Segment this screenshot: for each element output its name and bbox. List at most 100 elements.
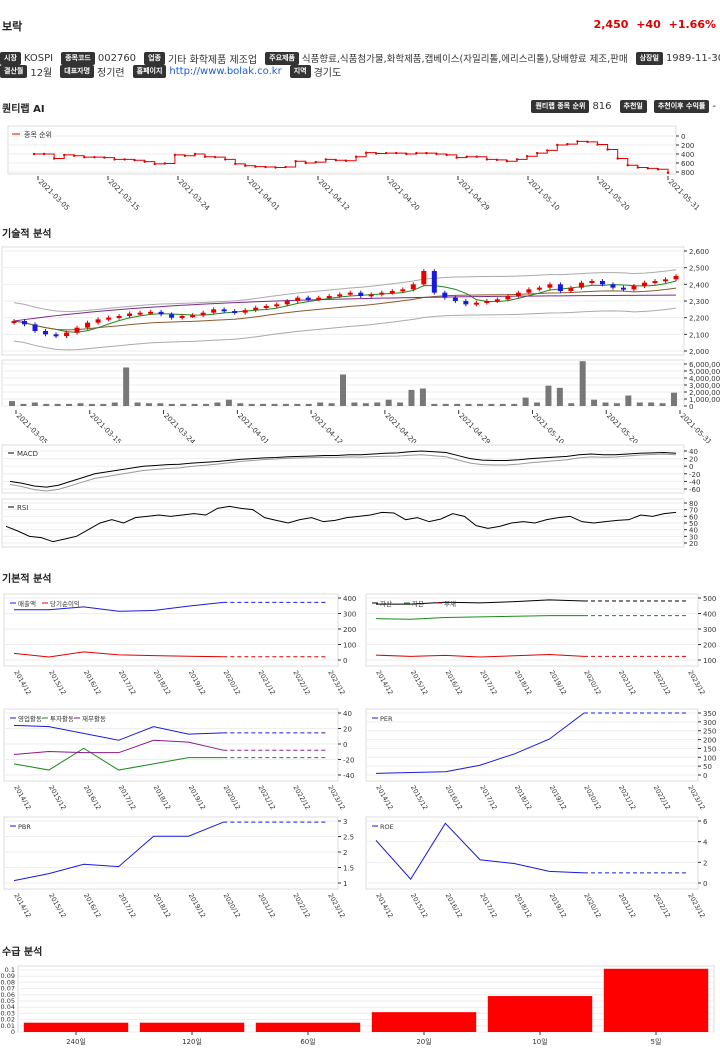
volume-bar: [408, 389, 415, 406]
page-title: 보락: [2, 20, 23, 33]
x-tick-label: 2016/12: [444, 892, 464, 919]
candle-body: [32, 324, 38, 331]
rank-point: [274, 166, 277, 169]
y-tick-label: 20: [689, 456, 698, 464]
x-tick-label: 2021/12: [256, 892, 276, 919]
candle-body: [295, 297, 301, 301]
candle-body: [631, 286, 637, 290]
volume-bar: [397, 402, 404, 406]
x-tick-label: 2020/12: [582, 669, 602, 696]
macd-legend-label: MACD: [17, 450, 38, 458]
volume-bar: [568, 403, 575, 406]
rec-return-value: -: [712, 101, 716, 112]
y-tick-label: 6: [703, 818, 708, 826]
pbr-chart: 3 2.5 2 1.5 1 PBR 2014/12 2015/12 2016/12 2017/12…: [3, 816, 354, 919]
volume-bar: [191, 403, 198, 406]
candle-body: [410, 284, 416, 290]
volume-bar: [431, 403, 438, 406]
volume-bar: [203, 403, 210, 406]
x-tick-label: 2021-05-10: [531, 412, 565, 443]
rank-point: [42, 152, 46, 156]
y-tick-label: 6,000,000: [689, 361, 720, 369]
x-tick-label: 2016/12: [82, 669, 102, 696]
x-tick-label: 2014/12: [12, 784, 32, 811]
supply-bar: [139, 1022, 245, 1032]
candle-body: [526, 289, 532, 293]
x-tick-label: 2021-03-24: [162, 412, 197, 443]
y-tick-label: -20: [689, 471, 700, 479]
plot-area: [365, 708, 699, 782]
listing-date-value: 1989-11-30: [665, 52, 720, 64]
x-tick-label: 2021-03-05: [15, 412, 49, 443]
market-badge: 시장: [0, 51, 21, 65]
rank-point: [525, 155, 529, 158]
series-line: [376, 599, 585, 605]
rank-point: [83, 155, 86, 159]
candle-body: [599, 281, 605, 285]
rank-point: [586, 140, 589, 144]
sales-chart: 400 300 200 100 0 매출액 당기순이익 2014/12 2015/12 2016/…: [3, 593, 356, 696]
rank-point: [405, 152, 408, 156]
bollinger-upper: [13, 269, 677, 313]
volume-bar: [77, 403, 84, 406]
candle-body: [589, 281, 595, 283]
supply-bar: [255, 1022, 361, 1032]
volume-bar: [476, 403, 483, 406]
x-tick-label: 2021-04-12: [317, 178, 351, 212]
x-tick-label: 2021/12: [617, 669, 637, 696]
x-tick-label: 2019/12: [187, 784, 207, 811]
volume-bar: [454, 403, 461, 406]
y-tick-label: 0.03: [1, 1009, 15, 1017]
rank-point: [203, 155, 207, 158]
rank-point: [566, 142, 569, 146]
rank-point: [425, 151, 428, 155]
volume-bar: [465, 403, 472, 406]
candle-body: [358, 292, 364, 296]
x-tick-label: 2015/12: [47, 669, 67, 696]
y-tick-label: 100: [343, 642, 356, 650]
volume-bar: [20, 403, 27, 406]
x-tick-label: 2018/12: [513, 892, 533, 919]
x-tick-label: 2022/12: [652, 669, 672, 696]
rank-point: [606, 148, 609, 151]
rank-point: [123, 158, 126, 161]
y-tick-label: 2.5: [343, 834, 354, 842]
rank-point: [465, 155, 468, 158]
x-tick-label: 2018/12: [152, 784, 172, 811]
y-tick-label: 2,500: [689, 265, 709, 273]
y-tick-label: 2,300: [689, 298, 709, 306]
legend-label: 재무활동: [82, 714, 106, 723]
x-tick-label: 2021/12: [617, 892, 637, 919]
y-tick-label: 250: [703, 728, 716, 736]
market-value: KOSPI: [23, 52, 54, 64]
region-badge: 지역: [289, 64, 311, 78]
x-tick-label: 120일: [182, 1037, 202, 1046]
candle-body: [442, 292, 448, 298]
candle-body: [148, 311, 154, 314]
volume-bar: [659, 403, 666, 406]
candle-body: [652, 281, 658, 283]
rank-point: [515, 158, 519, 161]
ceo-value: 정기련: [97, 67, 125, 79]
rank-point: [485, 158, 489, 161]
volume-bar: [225, 399, 232, 406]
y-tick-label: 200: [703, 642, 716, 650]
series-line: [375, 712, 585, 774]
rsi-line: [5, 505, 677, 543]
x-tick-label: 2021-05-20: [597, 178, 631, 212]
x-tick-label: 2022/12: [291, 669, 311, 696]
fundamental-section-title: 기본적 분석: [2, 574, 52, 585]
volume-bar: [328, 403, 335, 406]
region-value: 경기도: [313, 67, 342, 79]
rank-point: [395, 151, 398, 155]
x-tick-label: 2023/12: [326, 669, 346, 696]
series-line: [14, 601, 224, 612]
x-tick-label: 2021-04-20: [387, 178, 421, 212]
y-tick-label: -60: [689, 486, 700, 494]
homepage-link[interactable]: http://www.bolak.co.kr: [169, 65, 282, 77]
signal-line: [9, 453, 677, 492]
volume-bar: [260, 403, 267, 406]
rank-point: [364, 151, 368, 154]
rank-point: [254, 165, 257, 168]
